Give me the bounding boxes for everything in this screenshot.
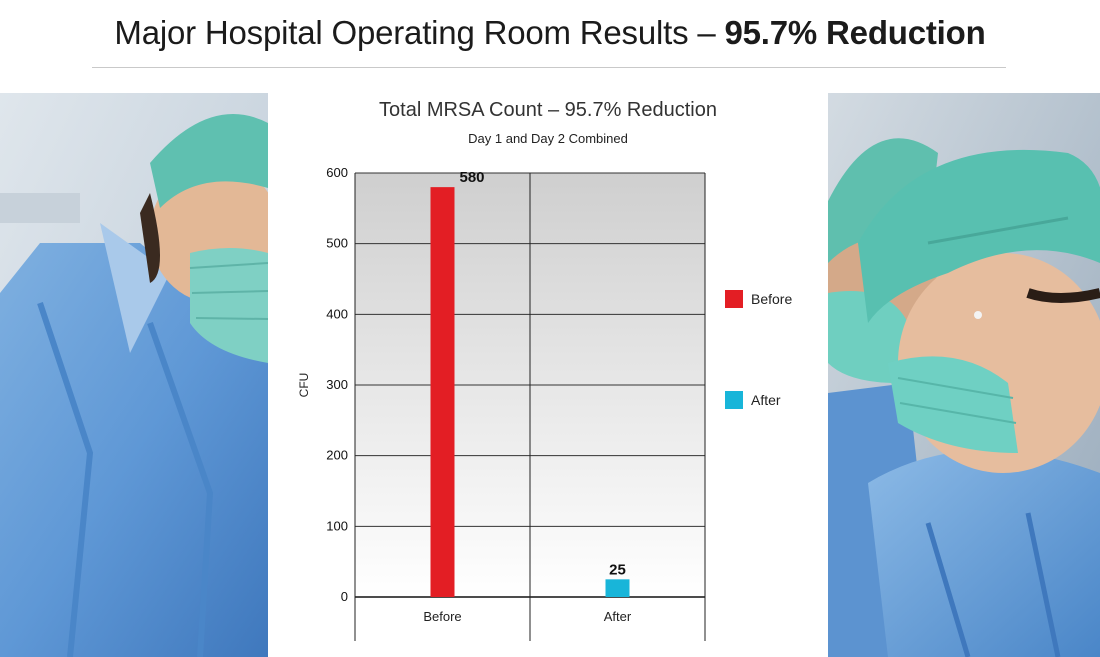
y-tick-label: 0 (341, 589, 348, 604)
chart-subtitle: Day 1 and Day 2 Combined (468, 131, 628, 146)
mrsa-bar-chart: 0 100 200 300 400 500 600 580 25 Before After CF… (297, 165, 706, 641)
category-labels: Before After (423, 609, 632, 624)
surgical-team-photo-icon (828, 93, 1100, 657)
page-title: Major Hospital Operating Room Results – … (0, 14, 1100, 52)
bar-before (430, 187, 455, 597)
legend-swatch-after (725, 391, 743, 409)
legend-label-before: Before (751, 291, 793, 307)
grid-lines (354, 172, 706, 641)
y-tick-label: 200 (326, 448, 348, 463)
title-bold: 95.7% Reduction (724, 14, 986, 51)
chart-title: Total MRSA Count – 95.7% Reduction (379, 99, 717, 121)
bars (430, 187, 630, 597)
y-tick-label: 400 (326, 306, 348, 321)
y-tick-label: 300 (326, 377, 348, 392)
title-plain: Major Hospital Operating Room Results – (114, 14, 725, 51)
bar-value-label: 25 (609, 561, 626, 578)
y-tick-label: 100 (326, 518, 348, 533)
category-label: Before (423, 609, 461, 624)
bar-value-label: 580 (460, 169, 485, 186)
category-label: After (604, 609, 632, 624)
title-divider (92, 67, 1006, 68)
legend-item-before: Before (725, 289, 792, 309)
y-tick-label: 600 (326, 165, 348, 180)
y-tick-label: 500 (326, 236, 348, 251)
bar-value-labels: 580 25 (460, 169, 626, 578)
legend-swatch-before (725, 290, 743, 308)
legend-item-after: After (725, 390, 781, 410)
legend-label-after: After (751, 392, 781, 408)
y-tick-labels: 0 100 200 300 400 500 600 (326, 165, 348, 604)
surgeon-photo-icon (0, 93, 268, 657)
bar-after (605, 579, 630, 597)
y-axis-label: CFU (297, 373, 311, 398)
